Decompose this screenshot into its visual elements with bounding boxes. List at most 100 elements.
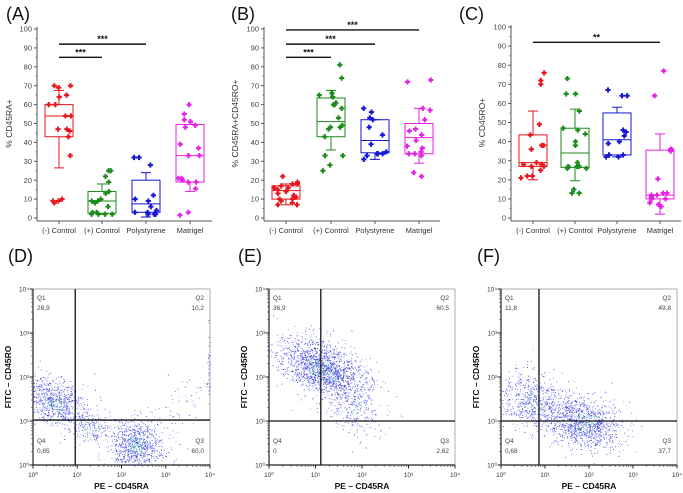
- event-dot: [130, 438, 132, 440]
- event-dot: [126, 450, 128, 451]
- event-dot: [331, 369, 333, 371]
- event-dot: [46, 388, 48, 390]
- event-dot: [327, 378, 329, 380]
- event-dot: [50, 425, 52, 427]
- event-dot: [373, 386, 374, 388]
- event-dot: [357, 403, 359, 405]
- event-dot: [539, 400, 541, 402]
- event-dot: [571, 434, 573, 436]
- event-dot: [287, 347, 289, 349]
- event-dot: [86, 424, 88, 426]
- event-dot: [326, 374, 328, 376]
- event-dot: [303, 358, 305, 360]
- event-dot: [53, 401, 55, 403]
- event-dot: [97, 443, 99, 445]
- event-dot: [100, 418, 102, 420]
- data-point: [538, 81, 544, 87]
- event-dot: [42, 389, 44, 391]
- event-dot: [165, 455, 167, 456]
- event-dot: [344, 361, 346, 362]
- event-dot: [131, 449, 133, 451]
- event-dot: [365, 378, 367, 380]
- event-dot: [113, 433, 115, 435]
- event-dot: [53, 404, 54, 406]
- event-dot: [80, 403, 82, 405]
- event-dot: [367, 409, 369, 411]
- event-dot: [365, 447, 367, 449]
- event-dot: [347, 401, 348, 402]
- event-dot: [121, 458, 123, 460]
- event-dot: [135, 446, 137, 448]
- event-dot: [323, 374, 325, 376]
- event-dot: [140, 432, 142, 433]
- event-dot: [331, 385, 333, 387]
- event-dot: [306, 367, 307, 369]
- event-dot: [37, 402, 38, 403]
- event-dot: [551, 409, 553, 411]
- event-dot: [140, 450, 142, 452]
- event-dot: [82, 429, 84, 431]
- event-dot: [551, 394, 553, 396]
- event-dot: [92, 435, 94, 437]
- event-dot: [137, 415, 138, 417]
- data-point: [187, 119, 194, 125]
- event-dot: [350, 346, 352, 348]
- event-dot: [355, 412, 357, 414]
- event-dot: [334, 394, 336, 396]
- event-dot: [36, 411, 38, 413]
- event-dot: [366, 372, 368, 373]
- event-dot: [334, 349, 335, 351]
- event-dot: [325, 358, 327, 359]
- event-dot: [531, 415, 533, 417]
- event-dot: [50, 396, 52, 398]
- event-dot: [294, 373, 296, 375]
- event-dot: [532, 410, 533, 412]
- event-dot: [295, 362, 296, 364]
- event-dot: [57, 409, 58, 411]
- event-dot: [317, 377, 318, 378]
- event-dot: [124, 455, 126, 456]
- event-dot: [360, 386, 362, 388]
- event-dot: [38, 380, 40, 382]
- event-dot: [166, 453, 168, 454]
- event-dot: [302, 384, 304, 386]
- event-dot: [43, 389, 45, 390]
- data-point: [55, 198, 61, 204]
- event-dot: [64, 435, 66, 437]
- event-dot: [286, 341, 288, 343]
- event-dot: [338, 378, 340, 380]
- event-dot: [87, 440, 89, 442]
- event-dot: [388, 391, 389, 392]
- event-dot: [300, 363, 302, 365]
- event-dot: [129, 438, 130, 440]
- event-dot: [334, 357, 336, 358]
- event-dot: [273, 315, 274, 317]
- event-dot: [360, 441, 362, 443]
- event-dot: [529, 388, 531, 390]
- event-dot: [64, 402, 66, 403]
- event-dot: [336, 366, 338, 368]
- event-dot: [176, 431, 178, 433]
- event-dot: [111, 435, 113, 437]
- event-dot: [535, 424, 537, 426]
- event-dot: [321, 398, 323, 400]
- event-dot: [303, 371, 305, 373]
- event-dot: [315, 359, 317, 361]
- y-tick-label: 10⁰: [487, 462, 497, 470]
- event-dot: [283, 341, 284, 343]
- event-dot: [135, 437, 137, 439]
- event-dot: [168, 438, 170, 439]
- data-point: [529, 173, 535, 179]
- event-dot: [348, 396, 350, 398]
- event-dot: [350, 374, 352, 376]
- event-dot: [344, 389, 346, 391]
- event-dot: [120, 425, 122, 427]
- event-dot: [527, 392, 528, 393]
- event-dot: [272, 351, 274, 353]
- event-dot: [72, 406, 74, 408]
- event-dot: [62, 409, 64, 411]
- event-dot: [143, 441, 145, 443]
- data-point: [649, 196, 655, 202]
- event-dot: [292, 350, 293, 352]
- event-dot: [547, 390, 549, 392]
